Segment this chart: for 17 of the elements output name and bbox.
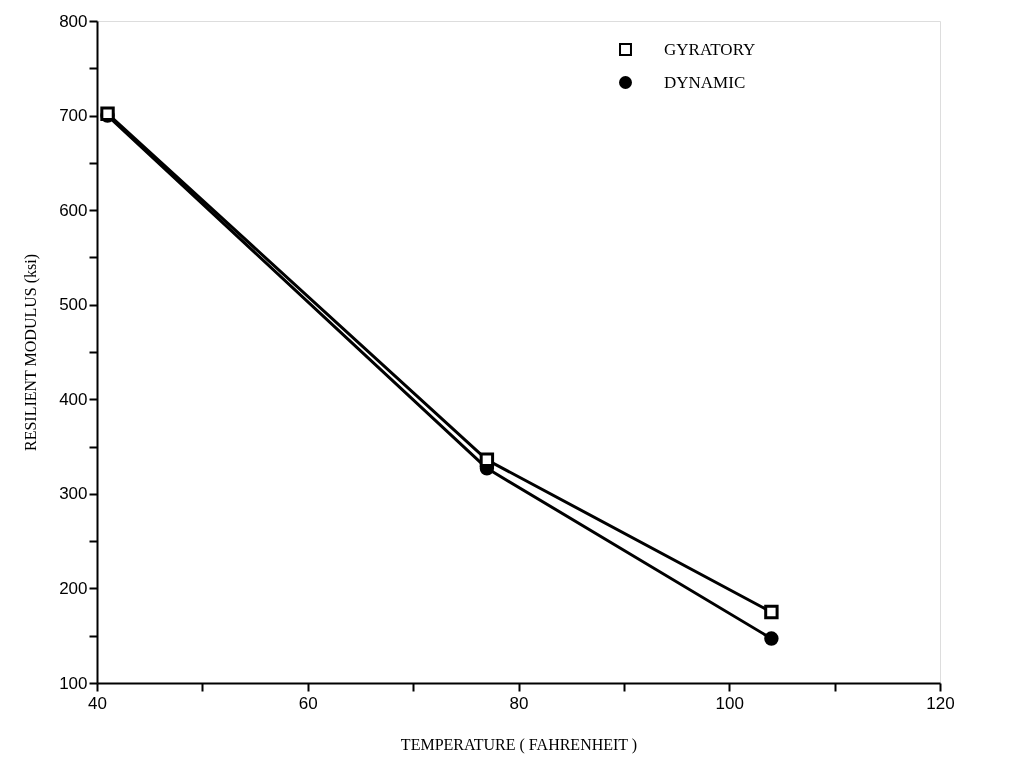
y-tick-label: 100 [59, 673, 88, 693]
y-tick-label: 700 [59, 106, 88, 126]
x-tick-label: 40 [88, 693, 107, 713]
x-tick-label: 100 [715, 693, 744, 713]
y-tick-label: 600 [59, 200, 88, 220]
y-tick-label: 300 [59, 484, 88, 504]
y-tick-label: 500 [59, 295, 88, 315]
y-tick-label: 800 [59, 11, 88, 31]
x-tick-label: 120 [926, 693, 955, 713]
y-axis-title: RESILIENT MODULUS (ksi) [22, 253, 41, 452]
y-tick-label: 200 [59, 578, 88, 598]
x-axis-title: TEMPERATURE ( FAHRENHEIT ) [400, 735, 638, 754]
x-tick-label: 60 [298, 693, 318, 713]
legend-label: GYRATORY [664, 39, 756, 59]
y-tick-label: 400 [59, 389, 88, 409]
legend-label: DYNAMIC [664, 72, 746, 92]
x-tick-label: 80 [509, 693, 529, 713]
